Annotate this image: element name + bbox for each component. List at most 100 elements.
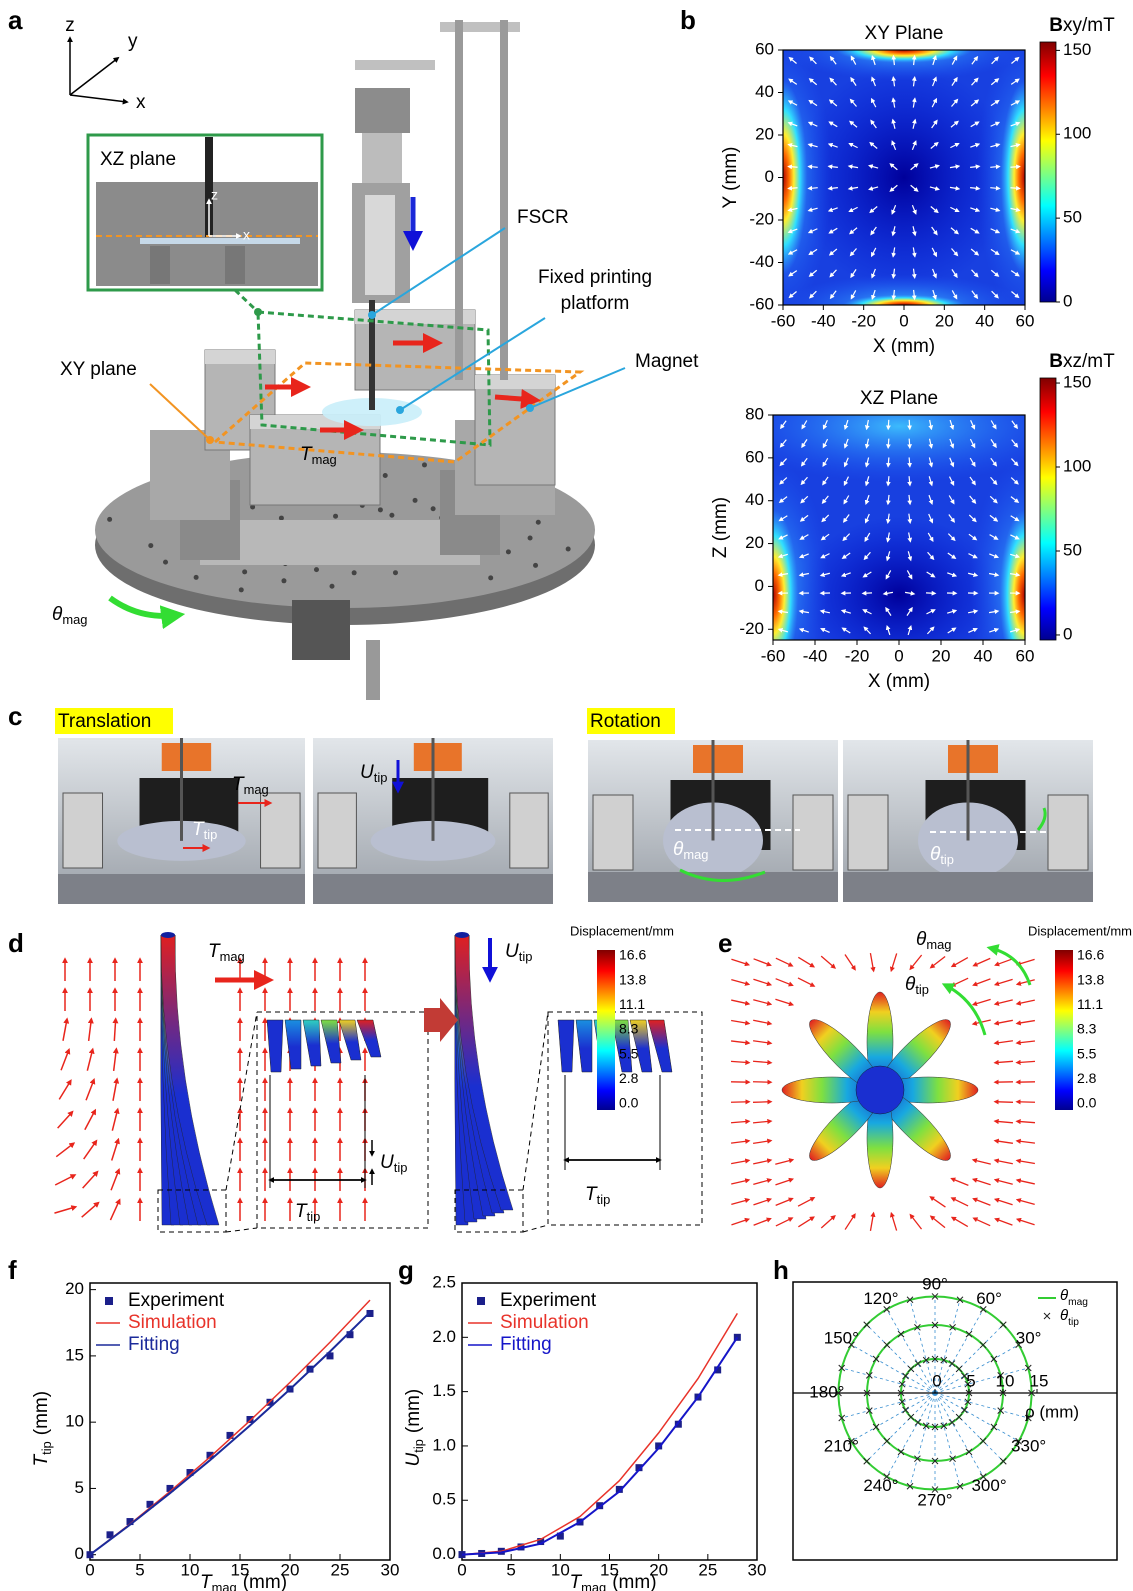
legend-label: Fitting bbox=[128, 1334, 180, 1355]
callout-dot bbox=[526, 404, 534, 412]
legend-label-main: θ bbox=[1060, 1287, 1068, 1304]
field-arrow bbox=[86, 1080, 94, 1101]
colorbar-tick-label: 100 bbox=[1063, 124, 1091, 143]
legend-label: Experiment bbox=[128, 1290, 225, 1311]
tower-bar bbox=[355, 60, 435, 70]
inset-box bbox=[257, 1012, 428, 1228]
field-arrow bbox=[798, 1217, 813, 1227]
arrow bbox=[70, 95, 127, 102]
field-arrow bbox=[995, 979, 1012, 984]
page: abcdefghzyxTmagXZ planezxFSCRFixed print… bbox=[0, 0, 1133, 1591]
field-arrow bbox=[1017, 980, 1034, 985]
tip-label-sub: tip bbox=[307, 1209, 321, 1224]
field-arrow bbox=[731, 1141, 749, 1143]
field-arrow bbox=[753, 1000, 770, 1005]
field-arrow bbox=[952, 1198, 968, 1206]
panel-label: h bbox=[773, 1255, 789, 1285]
x-tick-label: 10 bbox=[551, 1560, 570, 1579]
y-axis-label: Utip(mm) bbox=[403, 1389, 426, 1467]
colorbar-tick-label: 13.8 bbox=[1077, 971, 1104, 987]
spoke bbox=[935, 1393, 1019, 1441]
y-tick-label: 0.5 bbox=[432, 1490, 456, 1509]
y-tick-label: 40 bbox=[755, 82, 774, 101]
field-arrow bbox=[909, 457, 910, 466]
y-tick-label: 1.5 bbox=[432, 1381, 456, 1400]
r-tick-label: 10 bbox=[996, 1371, 1015, 1390]
inset-platform bbox=[140, 238, 300, 244]
field-arrow bbox=[789, 167, 798, 168]
field-arrow bbox=[909, 420, 910, 429]
colorbar-tick-label: 16.6 bbox=[619, 947, 646, 963]
colorbar-label-bold: B bbox=[1049, 15, 1063, 36]
field-arrow bbox=[952, 1217, 968, 1226]
field-arrow bbox=[910, 955, 921, 969]
photo-magnet bbox=[1048, 795, 1088, 870]
axis-label: x bbox=[136, 92, 146, 113]
colorbar-tick-label: 150 bbox=[1063, 40, 1091, 59]
theta-tip-cross bbox=[991, 1424, 997, 1430]
field-arrow bbox=[58, 1112, 73, 1128]
field-arrow bbox=[731, 959, 748, 964]
callout: Magnet bbox=[635, 351, 699, 372]
magnet-top bbox=[475, 375, 555, 389]
theta-tip-cross bbox=[980, 1342, 986, 1348]
y-tick-label: -60 bbox=[749, 294, 774, 313]
x-axis-label-unit: (mm) bbox=[612, 1572, 656, 1591]
field-arrow bbox=[990, 166, 999, 167]
field-arrow bbox=[995, 1020, 1013, 1023]
x-tick-label: 25 bbox=[331, 1560, 350, 1579]
field-arrow bbox=[974, 1218, 990, 1225]
field-arrow bbox=[87, 1049, 92, 1070]
x-tick-label: 60 bbox=[1016, 646, 1035, 665]
colorbar-tick-label: 0.0 bbox=[619, 1095, 639, 1111]
field-arrow bbox=[931, 1197, 946, 1207]
force-label-sub: mag bbox=[220, 949, 245, 964]
field-arrow bbox=[1010, 188, 1019, 189]
photo-magnet bbox=[510, 793, 548, 868]
y-tick-label: 10 bbox=[65, 1412, 84, 1431]
magnet bbox=[475, 375, 555, 485]
inset-post bbox=[150, 246, 170, 284]
x-tick-label: 30 bbox=[381, 1560, 400, 1579]
tip-label: Ttip bbox=[585, 1184, 610, 1207]
panel-label: b bbox=[680, 5, 696, 35]
field-arrow bbox=[996, 1219, 1013, 1225]
spoke bbox=[842, 1368, 935, 1393]
field-arrow bbox=[731, 1020, 749, 1023]
spoke bbox=[935, 1393, 960, 1486]
callout: Fixed printing bbox=[538, 267, 652, 288]
beam-tip bbox=[558, 1020, 574, 1072]
force-label-sub: mag bbox=[312, 452, 337, 467]
beam-cap bbox=[161, 932, 175, 938]
y-axis-label: Z (mm) bbox=[710, 497, 731, 558]
field-arrow bbox=[995, 1000, 1012, 1004]
hole bbox=[393, 570, 398, 575]
field-arrow bbox=[990, 188, 999, 189]
spoke bbox=[910, 1393, 935, 1486]
legend-label: Fitting bbox=[500, 1334, 552, 1355]
theta-tip-cross bbox=[864, 1458, 870, 1464]
colorbar bbox=[1040, 378, 1056, 640]
theta-tip-cross bbox=[873, 1356, 879, 1362]
hole bbox=[107, 517, 112, 522]
callout-dot bbox=[368, 311, 376, 319]
field-arrow bbox=[798, 957, 813, 966]
field-arrow bbox=[775, 999, 792, 1004]
hole bbox=[194, 575, 199, 580]
field-arrow bbox=[995, 1041, 1013, 1043]
colorbar-tick-label: 0 bbox=[1063, 624, 1072, 643]
zoom-link bbox=[523, 1012, 548, 1190]
field-arrow bbox=[798, 1198, 814, 1206]
field-arrow bbox=[753, 1141, 771, 1144]
field-arrow bbox=[110, 1200, 119, 1220]
field-arrow bbox=[973, 1160, 990, 1164]
hole bbox=[413, 498, 418, 503]
hole bbox=[528, 536, 533, 541]
theta-tip-cross bbox=[873, 1424, 879, 1430]
photo-magnet bbox=[793, 795, 833, 870]
hole bbox=[330, 584, 335, 589]
hole bbox=[422, 462, 427, 467]
field-arrow bbox=[776, 958, 792, 966]
field-arrow bbox=[995, 1102, 1013, 1103]
field-arrow bbox=[731, 980, 748, 985]
